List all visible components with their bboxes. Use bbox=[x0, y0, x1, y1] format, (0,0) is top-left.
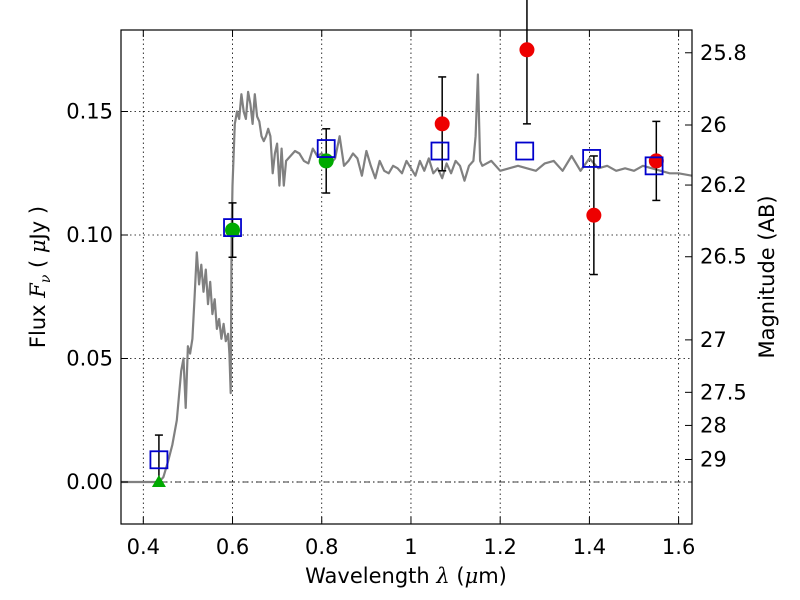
model-spectrum-line bbox=[121, 73, 692, 484]
x-tick-label: 1 bbox=[404, 535, 417, 559]
y-tick-label: 0.15 bbox=[66, 100, 113, 124]
y2-tick-label: 26.5 bbox=[700, 245, 747, 269]
y2-tick-label: 27 bbox=[700, 328, 727, 352]
green-point bbox=[225, 222, 241, 238]
model-photometry-square bbox=[582, 149, 602, 168]
model-spectrum bbox=[121, 73, 692, 484]
green-triangle-point bbox=[151, 475, 166, 488]
y2-tick-label: 26 bbox=[700, 113, 727, 137]
model-photometry-square bbox=[644, 156, 664, 176]
red-point bbox=[648, 153, 664, 169]
red-point bbox=[519, 42, 535, 58]
y2-tick-label: 26.2 bbox=[700, 173, 747, 197]
x-axis-label: Wavelength λ (μm) bbox=[305, 564, 507, 588]
x-tick-label: 1.4 bbox=[573, 535, 606, 559]
y-axis-label: Flux Fν ( μJy ) bbox=[26, 206, 54, 348]
plot-frame bbox=[120, 29, 693, 525]
axis-ticks bbox=[121, 30, 692, 524]
y2-tick-label: 27.5 bbox=[700, 380, 747, 404]
model-photometry-square bbox=[223, 218, 242, 238]
right-axis-label: Magnitude (AB) bbox=[755, 195, 779, 358]
y-tick-label: 0.00 bbox=[66, 470, 113, 494]
y2-tick-label: 25.8 bbox=[700, 41, 747, 65]
tick-labels: 0.4 0.6 0.8 1 1.2 1.4 1.6 0.00 0.05 0.10 0.15 25.8 2… bbox=[66, 41, 747, 559]
y-tick-label: 0.05 bbox=[66, 347, 113, 371]
x-tick-label: 1.2 bbox=[483, 535, 516, 559]
y2-tick-label: 29 bbox=[700, 447, 727, 471]
model-photometry-square bbox=[430, 141, 450, 161]
red-point bbox=[434, 116, 450, 132]
model-photometry-square bbox=[316, 139, 336, 158]
y2-tick-label: 28 bbox=[700, 413, 727, 437]
green-point bbox=[318, 153, 334, 169]
model-photometry-square bbox=[515, 141, 535, 161]
model-photometry-square bbox=[149, 450, 169, 470]
x-tick-label: 0.6 bbox=[216, 535, 249, 559]
red-point bbox=[586, 207, 602, 223]
x-tick-label: 0.4 bbox=[127, 535, 160, 559]
y-tick-label: 0.10 bbox=[66, 223, 113, 247]
x-tick-label: 0.8 bbox=[305, 535, 338, 559]
data-markers bbox=[149, 42, 664, 488]
x-tick-label: 1.6 bbox=[662, 535, 695, 559]
